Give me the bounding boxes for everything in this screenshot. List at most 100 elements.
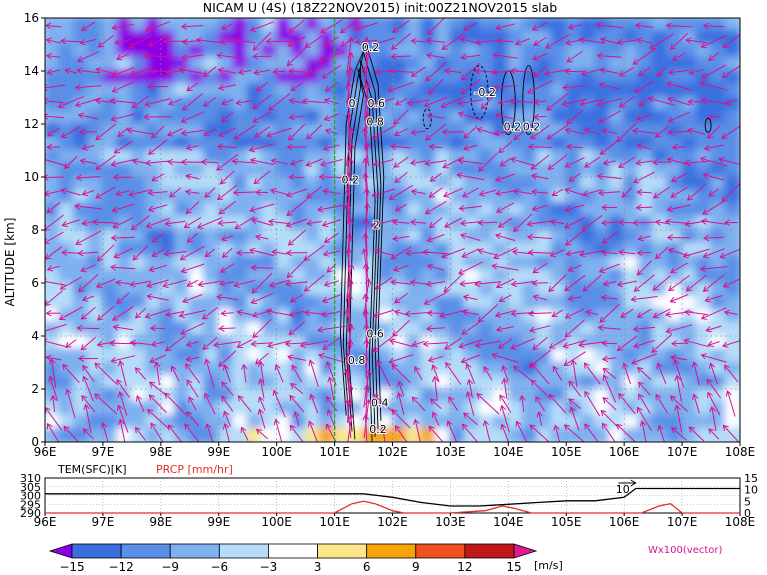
field-cell: [188, 18, 206, 33]
field-cell: [594, 388, 611, 404]
wind-vector: [320, 177, 344, 178]
field-cell: [434, 388, 452, 404]
field-cell: [217, 189, 235, 205]
field-cell: [72, 83, 90, 99]
contour-label: 2: [373, 219, 380, 232]
field-cell: [463, 149, 481, 165]
field-cell: [333, 427, 351, 442]
wind-vector: [502, 406, 510, 433]
field-cell: [116, 268, 133, 284]
wind-vector: [669, 275, 690, 291]
field-cell: [521, 388, 539, 404]
field-cell: [333, 43, 351, 59]
field-cell: [420, 136, 437, 152]
field-cell: [101, 96, 119, 112]
field-cell: [45, 308, 61, 324]
x-tick-label: 103E: [435, 445, 466, 459]
field-cell: [681, 229, 698, 245]
field-cell: [608, 202, 626, 218]
field-cell: [463, 136, 481, 152]
wind-vector: [198, 216, 223, 227]
colorbar-level-label: −12: [108, 560, 133, 574]
field-cell: [507, 176, 524, 192]
field-cell: [405, 56, 423, 72]
field-cell: [145, 255, 162, 271]
field-cell: [434, 242, 452, 258]
field-cell: [101, 18, 119, 33]
wind-vector: [116, 189, 131, 194]
field-cell: [232, 56, 249, 72]
field-cell: [637, 202, 655, 218]
wind-vector: [186, 357, 199, 359]
field-cell: [536, 255, 553, 271]
field-cell: [319, 255, 336, 271]
field-cell: [145, 427, 162, 442]
field-cell: [275, 70, 293, 86]
field-cell: [695, 176, 713, 192]
field-cell: [507, 43, 524, 59]
colorbar-level-label: −3: [260, 560, 278, 574]
field-cell: [608, 374, 626, 390]
wind-vector: [151, 423, 164, 442]
field-cell: [666, 427, 684, 442]
field-cell: [174, 348, 191, 364]
colorbar-level-label: 12: [457, 560, 472, 574]
field-cell: [492, 308, 510, 324]
wind-vector: [96, 186, 116, 198]
wind-vector: [565, 425, 585, 442]
field-cell: [463, 308, 481, 324]
field-cell: [203, 202, 220, 218]
wind-vector: [705, 295, 723, 301]
field-cell: [377, 70, 394, 86]
contour-label: 0.2: [362, 41, 380, 54]
field-cell: [681, 295, 698, 311]
wind-vectors: [45, 18, 740, 442]
wind-vector: [672, 428, 688, 441]
legend-temperature: TEM(SFC)[K]: [57, 463, 127, 476]
field-cell: [217, 215, 235, 231]
field-cell: [434, 427, 452, 442]
field-cell: [304, 83, 322, 99]
field-cell: [45, 149, 61, 165]
wind-vector: [295, 412, 300, 427]
field-cell: [710, 109, 727, 125]
field-cell: [637, 374, 655, 390]
field-cell: [478, 162, 495, 178]
vertical-velocity-contours: [339, 43, 712, 442]
field-cell: [145, 162, 162, 178]
wind-vector: [522, 396, 524, 412]
field-cell: [333, 414, 351, 430]
wind-vector: [427, 234, 445, 241]
field-cell: [623, 30, 640, 46]
field-cell: [724, 321, 740, 337]
field-cell: [666, 255, 684, 271]
field-cell: [565, 43, 582, 59]
field-cell: [362, 189, 380, 205]
wind-vector: [638, 308, 652, 317]
x-axis-main: 96E 97E 98E 99E 100E 101E 102E 103E 104E 105E 106E…: [34, 442, 755, 459]
wind-vector: [677, 376, 682, 402]
field-cell: [116, 202, 133, 218]
field-cell: [405, 189, 423, 205]
field-cell: [174, 414, 191, 430]
field-cell: [232, 427, 249, 442]
wind-vector: [221, 263, 235, 273]
field-cell: [492, 149, 510, 165]
wind-vector: [328, 410, 336, 429]
field-cell: [130, 56, 148, 72]
field-cell: [637, 229, 655, 245]
wind-vector: [120, 392, 128, 416]
field-cell: [724, 229, 740, 245]
wind-vector: [319, 355, 345, 363]
field-cell: [623, 335, 640, 351]
field-cell: [536, 229, 553, 245]
wind-vector: [582, 214, 603, 230]
field-cell: [87, 321, 104, 337]
field-cell: [116, 149, 133, 165]
field-cell: [478, 321, 495, 337]
field-cell: [174, 43, 191, 59]
field-cell: [666, 176, 684, 192]
wind-vector: [694, 394, 700, 414]
field-cell: [637, 401, 655, 417]
field-cell: [304, 401, 322, 417]
